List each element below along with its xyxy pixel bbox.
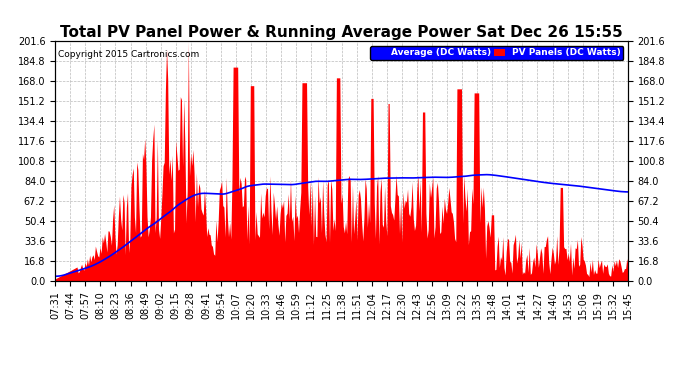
Text: Copyright 2015 Cartronics.com: Copyright 2015 Cartronics.com: [58, 50, 199, 58]
Title: Total PV Panel Power & Running Average Power Sat Dec 26 15:55: Total PV Panel Power & Running Average P…: [60, 25, 623, 40]
Legend: Average (DC Watts), PV Panels (DC Watts): Average (DC Watts), PV Panels (DC Watts): [371, 46, 623, 60]
